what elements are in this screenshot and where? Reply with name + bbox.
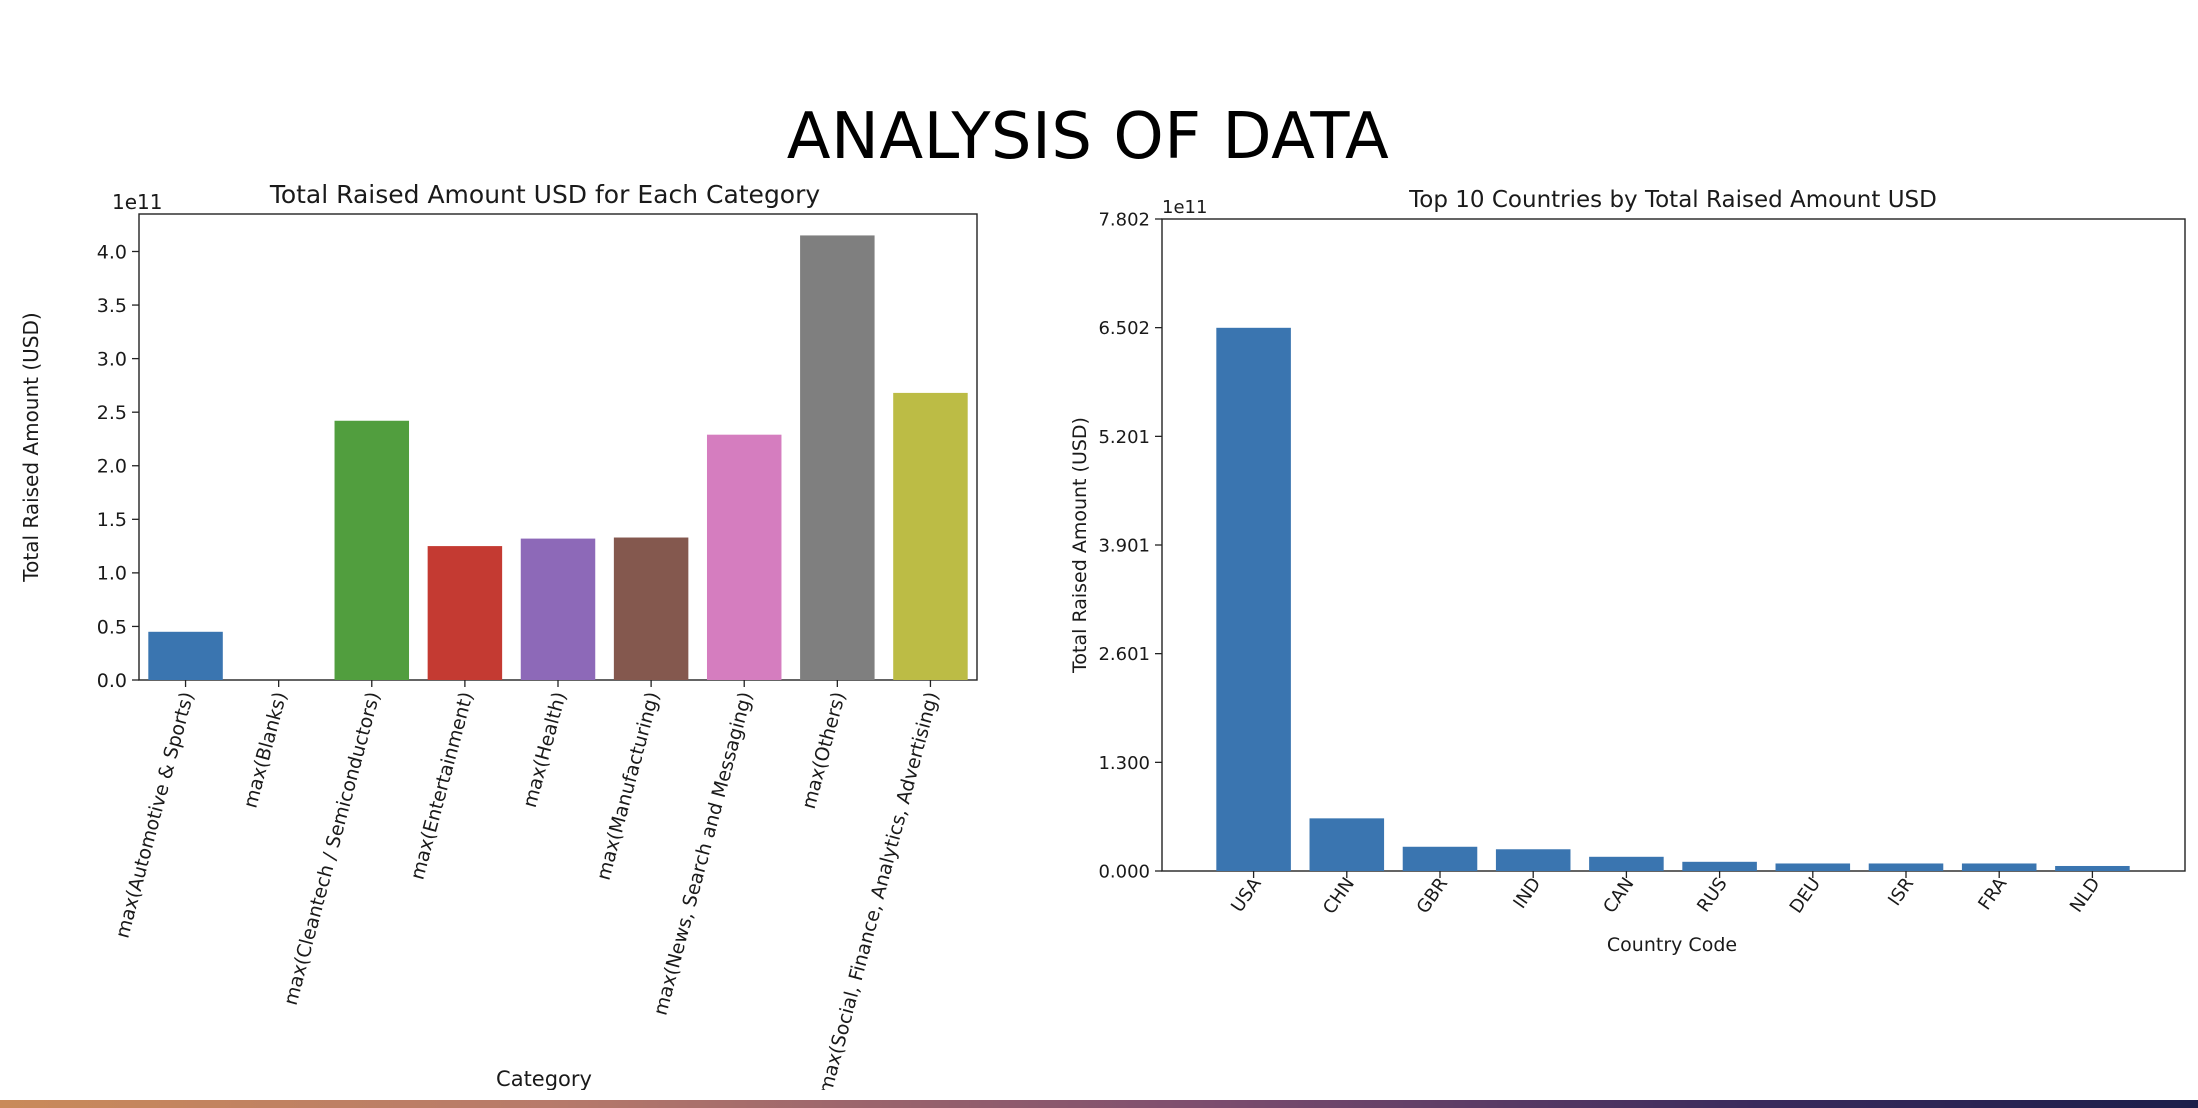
y-tick-label: 7.802 [1098,209,1150,230]
x-tick-label: max(Automotive & Sports) [111,690,198,941]
y-axis-label: Total Raised Amount (USD) [19,312,43,582]
y-axis-multiplier: 1e11 [112,190,162,214]
y-axis-label: Total Raised Amount (USD) [1069,417,1091,674]
plot-area: 0.000 1.300 2.601 3.901 5.201 6.502 7.802 USA CH… [1098,209,2186,918]
bar-ind [1495,849,1571,871]
bar-max-news-search-and-messaging [706,434,782,680]
slide-footer-bar [0,1100,2198,1108]
x-tick-label: max(Entertainment) [406,690,477,882]
y-tick-label: 3.0 [97,348,127,370]
y-tick-label: 3.901 [1098,535,1150,556]
bar-rus [1682,861,1757,871]
x-axis-label: Country Code [1607,934,1737,956]
y-tick-label: 6.502 [1098,318,1150,339]
bar-nld [2055,865,2130,871]
y-tick-label: 2.0 [97,456,127,478]
x-tick-label: max(Manufacturing) [593,690,664,883]
y-tick-label: 2.5 [97,402,127,424]
bar-max-manufacturing [613,537,689,680]
x-tick-label: USA [1227,873,1266,916]
x-axis-label: Category [496,1067,592,1090]
y-tick-label: 4.0 [97,241,127,263]
chart-title: Top 10 Countries by Total Raised Amount … [1408,187,1937,213]
x-tick-label: max(Others) [798,690,850,812]
y-tick-label: 1.5 [97,509,127,531]
y-tick-label: 1.0 [97,563,127,585]
x-tick-label: RUS [1693,874,1731,916]
bar-isr [1868,863,1944,871]
x-tick-label: max(Cleantech / Semiconductors) [280,690,385,1008]
y-tick-label: 0.5 [97,616,127,638]
bar-gbr [1402,846,1478,871]
x-tick-label: GBR [1413,874,1452,918]
bar-max-social-finance-analytics-advertising [893,392,968,680]
bar-max-automotive-sports [148,631,223,680]
x-tick-label: max(News, Search and Messaging) [649,690,757,1018]
x-tick-label: CHN [1319,874,1359,918]
bar-max-cleantech-semiconductors [334,420,410,680]
x-tick-label: ISR [1884,874,1918,910]
slide-title: ANALYSIS OF DATA [786,100,1390,174]
y-tick-label: 2.601 [1098,644,1150,665]
bar-max-entertainment [427,546,503,680]
y-tick-label: 3.5 [97,295,127,317]
x-tick-label: DEU [1786,874,1825,918]
bar-usa [1216,327,1291,872]
plot-area: 0.0 0.5 1.0 1.5 2.0 2.5 3.0 3.5 4.0 max(Automotiv… [97,213,978,1090]
bar-fra [1961,863,2037,871]
x-tick-label: max(Blanks) [239,690,291,811]
y-tick-label: 0.0 [97,670,127,692]
chart-title: Total Raised Amount USD for Each Categor… [269,180,821,209]
category-bar-chart: Total Raised Amount USD for Each Categor… [19,180,978,1090]
y-tick-label: 1.300 [1098,753,1150,774]
bar-can [1589,856,1664,871]
x-tick-label: IND [1509,874,1545,913]
plot-frame [1161,218,2186,872]
y-tick-label: 5.201 [1098,427,1150,448]
bar-max-health [520,538,596,680]
y-axis-multiplier: 1e11 [1162,197,1207,218]
x-tick-label: CAN [1599,874,1638,917]
y-tick-label: 0.000 [1098,861,1150,882]
x-tick-label: FRA [1974,873,2011,914]
x-tick-label: max(Health) [519,690,571,810]
bar-max-others [800,235,875,680]
bar-chn [1309,818,1385,871]
x-tick-label: NLD [2066,874,2105,917]
bar-deu [1775,863,1851,871]
